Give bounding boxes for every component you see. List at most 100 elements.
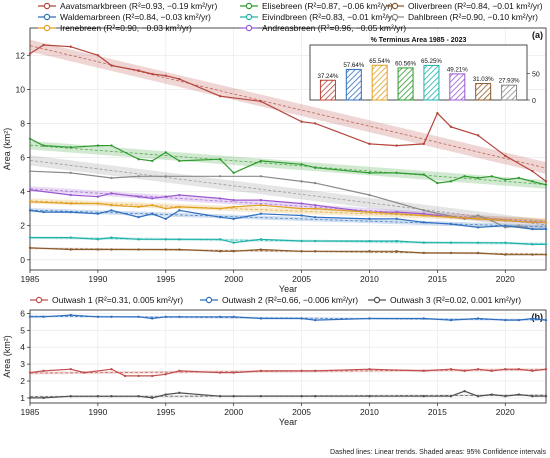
legend-item-irenebreen: Irenebreen (R²=0.90, −0.03 km²/yr) xyxy=(38,23,192,33)
data-point-outwash-1 xyxy=(110,367,113,371)
data-point-waldemarbreen xyxy=(137,215,140,219)
data-point-outwash-1 xyxy=(259,369,263,373)
data-point-oliverbreen xyxy=(164,248,167,251)
data-point-waldemarbreen xyxy=(300,214,303,217)
inset-y-tick-label: 50 xyxy=(532,72,540,79)
data-point-eivindbreen xyxy=(164,238,167,241)
inset-title: % Terminus Area 1985 - 2023 xyxy=(371,37,467,44)
data-point-aavatsmarkbreen xyxy=(449,125,453,129)
data-point-irenebreen xyxy=(504,219,507,222)
inset-bar-label-eivindbreen: 65.25% xyxy=(421,58,442,65)
data-point-irenebreen xyxy=(232,205,235,209)
data-point-andreasbreen xyxy=(28,188,32,192)
legend-label: Andreasbreen (R²=0.96, −0.05 km²/yr) xyxy=(262,23,406,33)
data-point-andreasbreen xyxy=(137,195,140,198)
x-tick-label: 1995 xyxy=(156,274,175,284)
x-tick-label: 1990 xyxy=(88,407,107,417)
data-point-outwash-3 xyxy=(259,395,263,398)
data-point-outwash-3 xyxy=(164,393,167,396)
ci-band-waldemarbreen xyxy=(30,208,546,229)
data-point-irenebreen xyxy=(313,207,317,210)
inset-bar-andreasbreen xyxy=(449,73,466,101)
inset-bar-elisebreen xyxy=(397,67,414,101)
inset-frame xyxy=(309,44,528,101)
data-point-outwash-2 xyxy=(504,318,507,322)
inset-bar-dahlbreen xyxy=(501,84,518,101)
data-point-outwash-1 xyxy=(178,369,181,373)
data-point-elisebreen xyxy=(259,159,263,163)
data-point-andreasbreen xyxy=(96,195,100,198)
data-point-elisebreen xyxy=(232,171,235,175)
data-point-elisebreen xyxy=(300,163,303,166)
inset-bar-waldemarbreen xyxy=(345,68,362,101)
data-point-outwash-2 xyxy=(313,318,317,322)
legend-label: Outwash 3 (R²=0.02, 0.001 km²/yr) xyxy=(390,295,521,305)
data-point-outwash-3 xyxy=(178,391,181,395)
x-axis-label: Year xyxy=(279,284,297,294)
data-point-outwash-3 xyxy=(531,395,534,398)
data-point-aavatsmarkbreen xyxy=(96,54,100,57)
data-point-eivindbreen xyxy=(476,241,480,244)
inset-bar-label-andreasbreen: 49.21% xyxy=(447,66,468,73)
data-point-outwash-2 xyxy=(368,317,371,320)
inset-bar-eivindbreen xyxy=(423,64,440,101)
data-point-andreasbreen xyxy=(151,197,154,200)
data-point-oliverbreen xyxy=(110,248,113,251)
data-point-elisebreen xyxy=(313,166,317,169)
data-point-outwash-3 xyxy=(368,395,371,398)
data-point-outwash-1 xyxy=(137,374,140,378)
data-point-outwash-2 xyxy=(110,315,113,318)
data-point-aavatsmarkbreen xyxy=(151,72,154,76)
y-tick-label: 3 xyxy=(20,359,25,369)
x-axis-label: Year xyxy=(279,417,297,427)
data-point-outwash-2 xyxy=(151,317,154,320)
data-point-elisebreen xyxy=(463,175,466,178)
data-point-waldemarbreen xyxy=(313,215,317,219)
legend-label: Outwash 2 (R²=0.66, −0.006 km²/yr) xyxy=(222,295,358,305)
data-point-irenebreen xyxy=(300,207,303,210)
data-point-outwash-1 xyxy=(164,373,167,376)
data-point-outwash-1 xyxy=(218,371,222,374)
data-point-irenebreen xyxy=(151,204,154,207)
data-point-outwash-1 xyxy=(300,369,303,373)
data-point-waldemarbreen xyxy=(531,227,534,231)
data-point-oliverbreen xyxy=(259,248,263,251)
data-point-irenebreen xyxy=(422,214,425,217)
legend-swatch-marker xyxy=(43,13,51,21)
data-point-dahlbreen xyxy=(164,175,167,178)
y-tick-label: 6 xyxy=(20,308,25,318)
data-point-outwash-3 xyxy=(28,396,32,400)
ci-band-irenebreen xyxy=(30,198,546,224)
series-line-waldemarbreen xyxy=(29,209,546,230)
legend-label: Irenebreen (R²=0.90, −0.03 km²/yr) xyxy=(60,23,192,33)
data-point-eivindbreen xyxy=(300,239,303,243)
data-point-andreasbreen xyxy=(110,192,113,195)
x-tick-label: 2005 xyxy=(292,407,311,417)
legend-item-dahlbreen: Dahlbreen (R²=0.90, −0.10 km²/yr) xyxy=(386,12,538,22)
data-point-waldemarbreen xyxy=(96,212,100,215)
data-point-aavatsmarkbreen xyxy=(178,77,181,81)
data-point-outwash-1 xyxy=(151,374,154,378)
x-tick-label: 1985 xyxy=(21,407,40,417)
data-point-dahlbreen xyxy=(218,175,222,178)
y-axis-label: Area (km²) xyxy=(2,335,12,378)
data-point-outwash-2 xyxy=(96,315,100,318)
data-point-waldemarbreen xyxy=(259,212,263,215)
inset-y-tick-label: 0 xyxy=(532,98,536,105)
data-point-elisebreen xyxy=(504,178,507,181)
data-point-outwash-3 xyxy=(300,395,303,398)
plot-frame xyxy=(29,309,547,404)
data-point-oliverbreen xyxy=(300,250,303,253)
data-point-aavatsmarkbreen xyxy=(164,74,167,77)
y-tick-label: 0 xyxy=(20,255,25,265)
y-axis-label: Area (km²) xyxy=(2,128,12,171)
x-tick-label: 2010 xyxy=(360,407,379,417)
data-point-outwash-2 xyxy=(178,315,181,318)
data-point-irenebreen xyxy=(69,202,72,205)
inset-bar-label-elisebreen: 60.56% xyxy=(395,60,416,67)
data-point-oliverbreen xyxy=(232,250,235,253)
data-point-oliverbreen xyxy=(137,248,140,251)
trend-line-waldemarbreen xyxy=(29,209,547,228)
series-line-dahlbreen xyxy=(29,170,546,230)
